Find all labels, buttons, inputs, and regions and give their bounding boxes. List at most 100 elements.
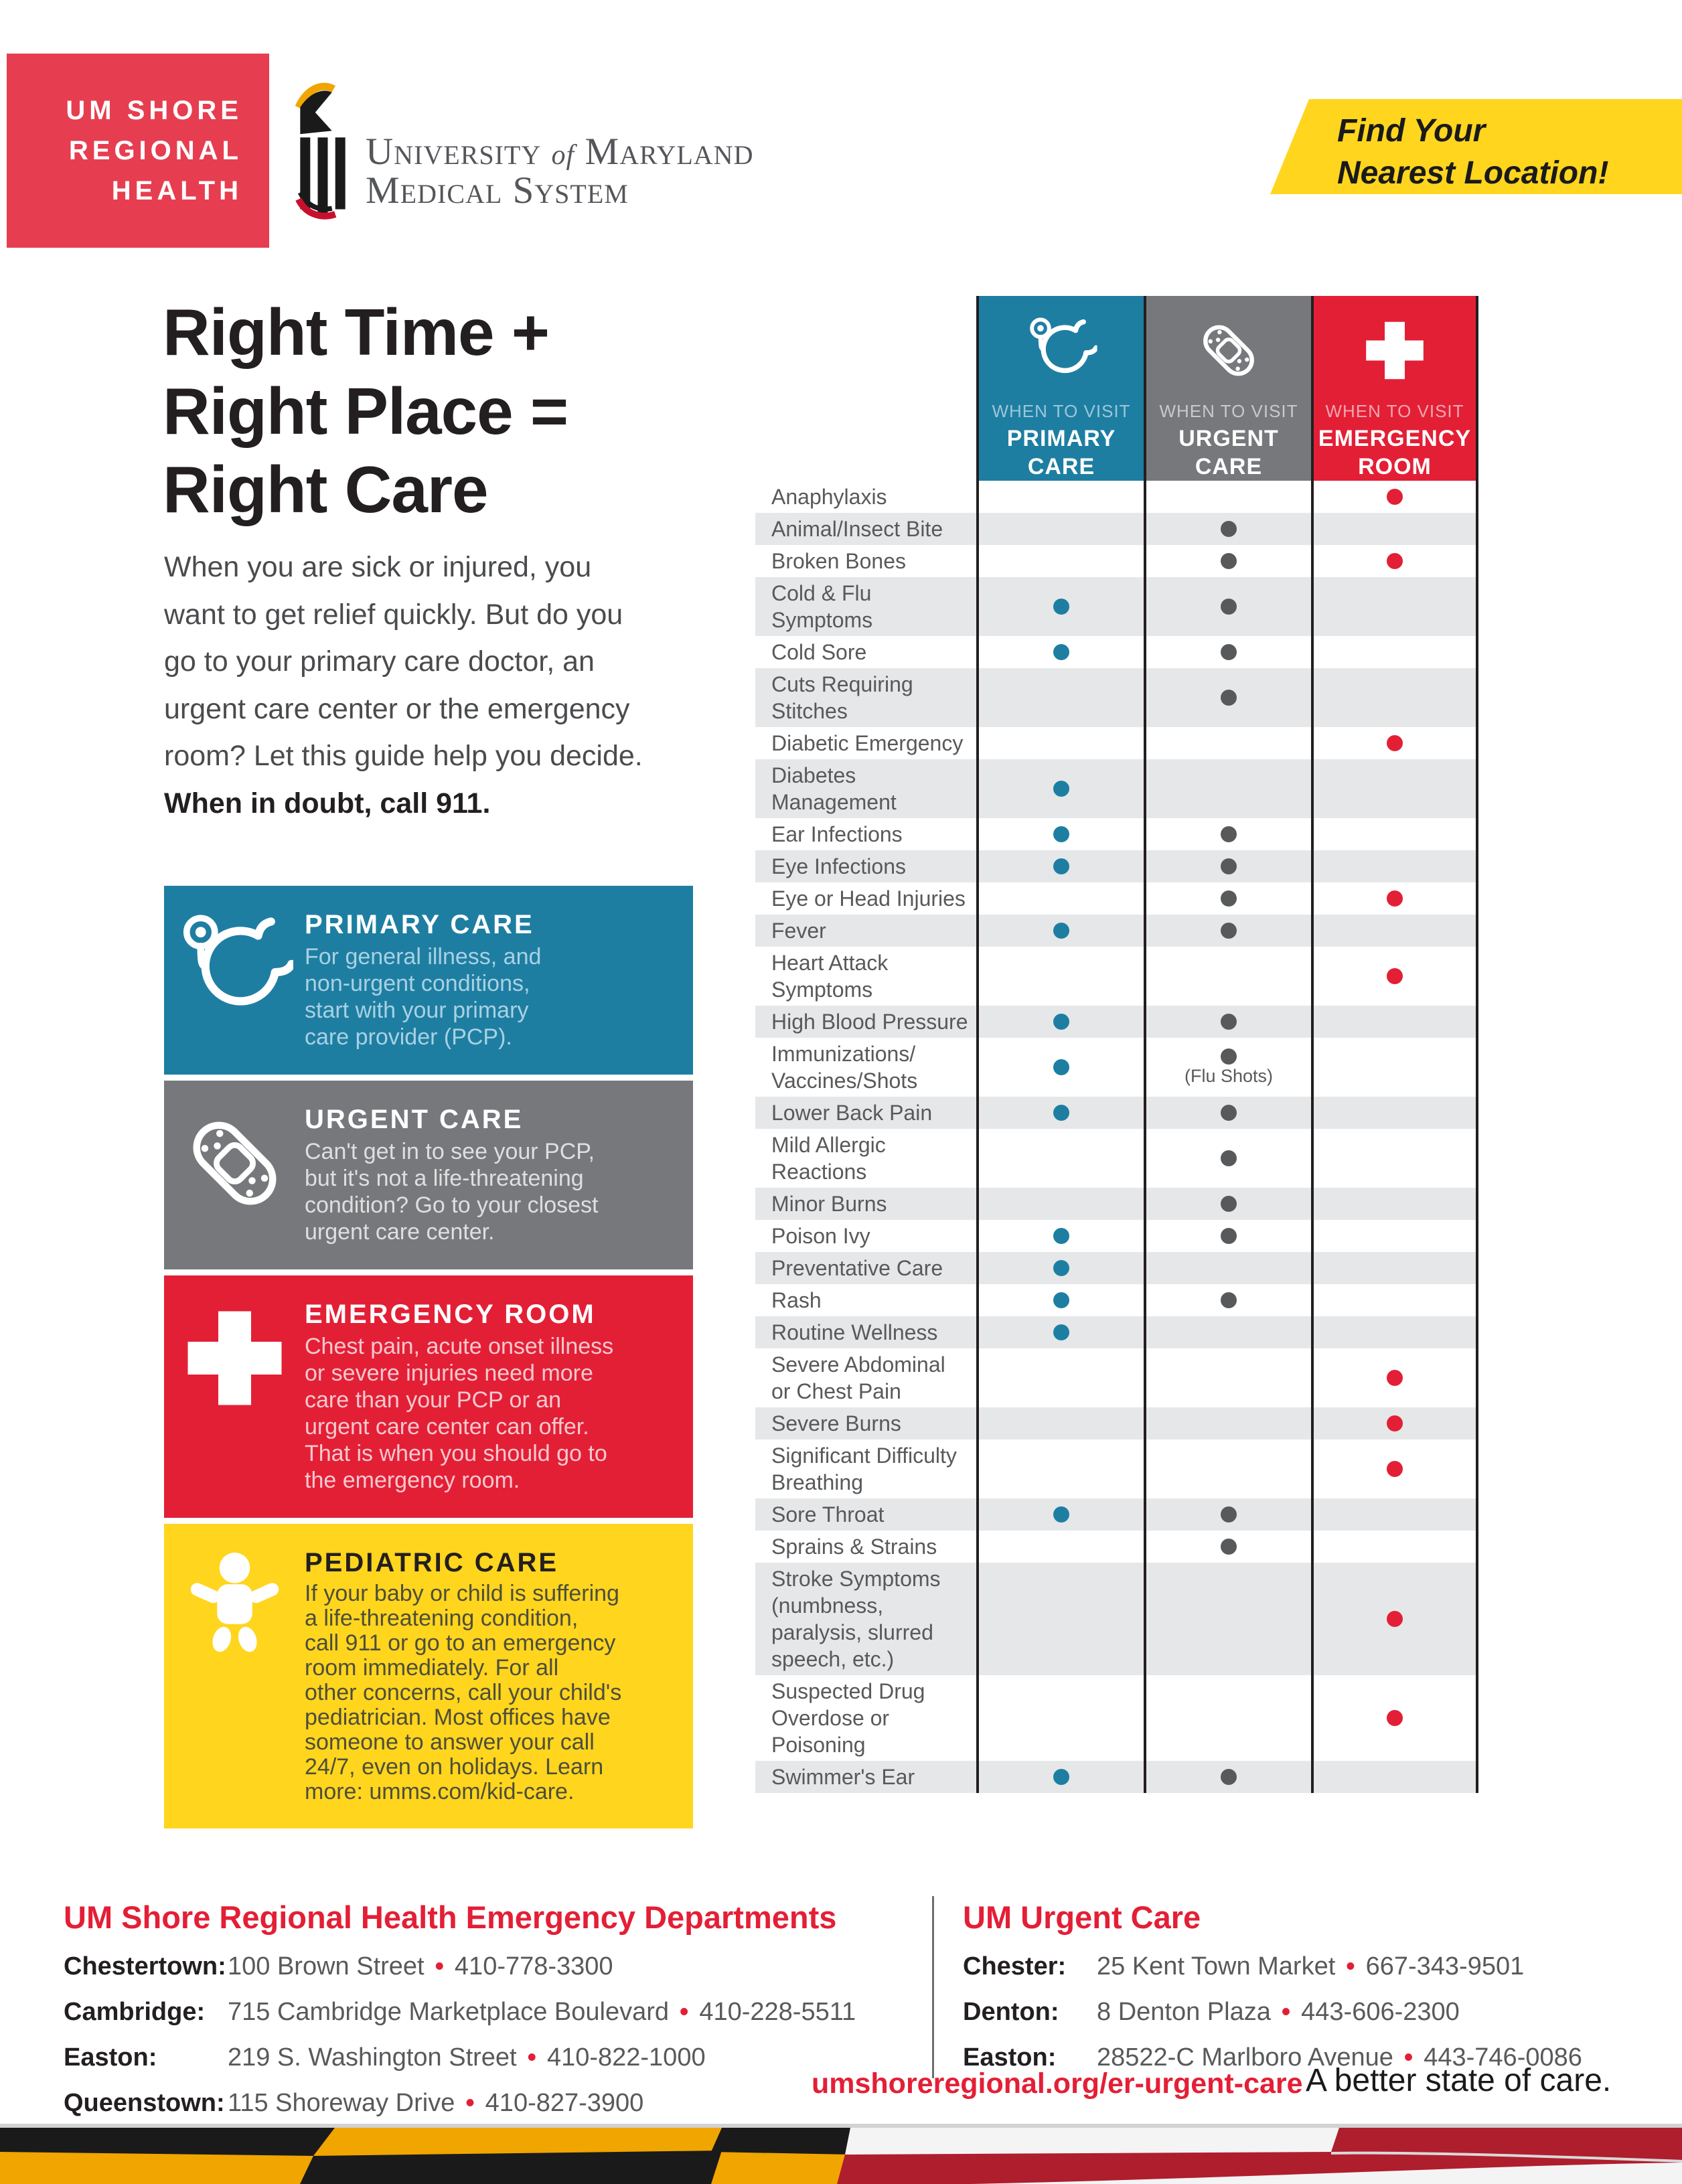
um-shore-logo-text: UM SHORE REGIONAL HEALTH (66, 96, 242, 206)
dot-primary-care (1053, 1228, 1069, 1244)
condition-row-label: Suspected Drug Overdose or Poisoning (771, 1679, 925, 1757)
dot-emergency-room (1387, 890, 1403, 907)
cell-emergency-room (1311, 727, 1478, 759)
dot-urgent-care (1221, 1014, 1237, 1030)
location-row: Denton: 8 Denton Plaza • 443-606-2300 (963, 1998, 1582, 2043)
location-name: Easton: (64, 2043, 157, 2072)
cross-icon (176, 1300, 293, 1417)
cell-emergency-room (1311, 759, 1478, 818)
location-row: Queenstown: 115 Shoreway Drive • 410-827-39… (64, 2089, 856, 2134)
dot-primary-care (1053, 599, 1069, 615)
dot-note: (Flu Shots) (1184, 1065, 1274, 1086)
cell-primary-care (976, 1761, 1144, 1793)
location-row: Easton: 28522-C Marlboro Avenue • 443-746-0… (963, 2043, 1582, 2089)
tagline: A better state of care. (1306, 2063, 1612, 2098)
location-phone: 410-827-3900 (485, 2089, 644, 2117)
cell-emergency-room (1311, 1563, 1478, 1675)
cell-emergency-room (1311, 1097, 1478, 1129)
cell-emergency-room (1311, 577, 1478, 636)
cell-emergency-room (1311, 1348, 1478, 1407)
location-phone: 443-606-2300 (1301, 1998, 1460, 2026)
intro-text: When you are sick or injured, you want t… (164, 551, 643, 773)
cell-urgent-care (1144, 481, 1311, 513)
column-kicker: WHEN TO VISIT (1325, 401, 1464, 421)
cell-urgent-care (1144, 1188, 1311, 1220)
cell-urgent-care (1144, 947, 1311, 1006)
cell-primary-care (976, 1563, 1144, 1675)
location-address: 100 Brown Street (228, 1952, 425, 1980)
dot-urgent-care (1221, 1292, 1237, 1308)
care-box-body: If your baby or child is suffering a lif… (305, 1581, 622, 1804)
dot-urgent-care (1221, 1196, 1237, 1212)
condition-row-label: Animal/Insect Bite (755, 513, 976, 545)
cell-emergency-room (1311, 1252, 1478, 1284)
condition-row-label: Severe Burns (755, 1407, 976, 1439)
cell-urgent-care (1144, 1006, 1311, 1038)
dot-emergency-room (1387, 553, 1403, 569)
cell-emergency-room (1311, 481, 1478, 513)
dot-urgent-care (1221, 690, 1237, 706)
care-box-primary: PRIMARY CARE For general illness, and non… (164, 886, 693, 1075)
dot-emergency-room (1387, 1415, 1403, 1431)
footer-divider (932, 1896, 934, 2078)
dot-urgent-care (1221, 1539, 1237, 1555)
column-header-primary-care: WHEN TO VISIT PRIMARY CARE (976, 296, 1144, 481)
condition-row-label: Minor Burns (755, 1188, 976, 1220)
ed-section-heading: UM Shore Regional Health Emergency Depar… (64, 1899, 837, 1935)
dot-urgent-care (1221, 521, 1237, 537)
condition-row-label: High Blood Pressure (755, 1006, 976, 1038)
cell-emergency-room (1311, 513, 1478, 545)
find-location-banner[interactable]: Find Your Nearest Location! (1270, 99, 1682, 194)
cross-icon (1359, 315, 1431, 386)
dot-primary-care (1053, 923, 1069, 939)
condition-row-label: Cold & Flu Symptoms (755, 577, 976, 636)
location-name: Cambridge: (64, 1998, 206, 2026)
umms-wordmark: University of Maryland Medical System (366, 131, 754, 221)
cell-urgent-care (1144, 882, 1311, 915)
care-box-title: URGENT CARE (305, 1105, 524, 1134)
column-header-urgent-care: WHEN TO VISIT URGENT CARE (1144, 296, 1311, 481)
cell-urgent-care (1144, 1675, 1311, 1761)
umms-column-icon (295, 82, 346, 220)
cell-emergency-room (1311, 1038, 1478, 1097)
care-box-title: EMERGENCY ROOM (305, 1300, 596, 1329)
location-phone: 410-778-3300 (454, 1952, 613, 1980)
cell-urgent-care (1144, 818, 1311, 850)
dot-primary-care (1053, 1260, 1069, 1276)
cell-urgent-care: (Flu Shots) (1144, 1038, 1311, 1097)
care-box-pediatric: PEDIATRIC CARE If your baby or child is s… (164, 1524, 693, 1828)
bullet-separator: • (680, 1998, 689, 2026)
condition-row-label: Significant Difficulty Breathing (771, 1444, 957, 1494)
column-kicker: WHEN TO VISIT (1159, 401, 1298, 421)
condition-row-label: Severe Abdominal or Chest Pain (771, 1352, 945, 1403)
dot-primary-care (1053, 644, 1069, 660)
cell-emergency-room (1311, 1188, 1478, 1220)
cell-primary-care (976, 1252, 1144, 1284)
website-url-link[interactable]: umshoreregional.org/er-urgent-care (812, 2068, 1303, 2100)
location-row: Chestertown: 100 Brown Street • 410-778-330… (64, 1952, 856, 1998)
condition-row-label: Mild Allergic Reactions (771, 1133, 886, 1184)
location-phone: 443-746-0086 (1424, 2043, 1582, 2072)
cell-emergency-room (1311, 1498, 1478, 1531)
cell-primary-care (976, 727, 1144, 759)
dot-primary-care (1053, 781, 1069, 797)
cell-urgent-care (1144, 1097, 1311, 1129)
care-boxes: PRIMARY CARE For general illness, and non… (164, 886, 693, 1828)
cell-primary-care (976, 668, 1144, 727)
cell-primary-care (976, 577, 1144, 636)
bandage-icon (176, 1105, 293, 1222)
condition-row-label: Routine Wellness (755, 1316, 976, 1348)
condition-row-label: Ear Infections (771, 822, 903, 846)
location-row: Easton: 219 S. Washington Street • 410-822-… (64, 2043, 856, 2089)
cell-urgent-care (1144, 915, 1311, 947)
cell-urgent-care (1144, 513, 1311, 545)
condition-row-label: Immunizations/ Vaccines/Shots (771, 1042, 918, 1093)
condition-row-label: Broken Bones (771, 549, 907, 573)
cell-primary-care (976, 1498, 1144, 1531)
umms-word-maryland: Maryland (585, 131, 754, 173)
um-shore-logo: UM SHORE REGIONAL HEALTH (7, 54, 269, 248)
dot-urgent-care (1221, 890, 1237, 907)
cell-emergency-room (1311, 1316, 1478, 1348)
dot-emergency-room (1387, 735, 1403, 751)
condition-row-label: Eye Infections (755, 850, 976, 882)
